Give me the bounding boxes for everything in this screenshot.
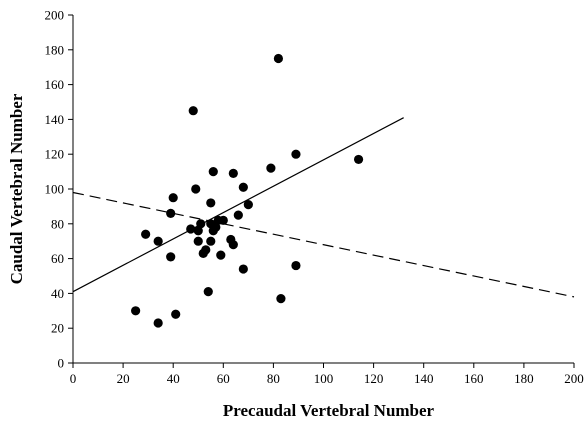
x-tick-label: 200 xyxy=(564,371,584,386)
data-point xyxy=(266,163,276,173)
x-tick-label: 80 xyxy=(267,371,280,386)
data-point xyxy=(276,294,286,304)
data-point xyxy=(228,168,238,178)
x-tick-label: 40 xyxy=(167,371,180,386)
data-point xyxy=(206,236,216,246)
y-tick-label: 120 xyxy=(45,147,65,162)
y-tick-label: 80 xyxy=(51,216,64,231)
x-tick-label: 120 xyxy=(364,371,384,386)
trend-lines xyxy=(72,117,575,298)
data-point xyxy=(273,53,284,64)
data-point xyxy=(218,215,228,225)
x-tick-label: 180 xyxy=(514,371,534,386)
data-point xyxy=(228,240,238,250)
data-point xyxy=(171,309,181,319)
x-axis-label: Precaudal Vertebral Number xyxy=(223,401,435,420)
data-point xyxy=(141,229,151,239)
data-point xyxy=(291,149,301,159)
y-axis-label: Caudal Vertebral Number xyxy=(7,93,26,284)
data-point xyxy=(153,318,163,328)
data-point xyxy=(203,287,213,297)
data-point xyxy=(208,167,218,177)
data-point xyxy=(211,222,221,232)
data-point xyxy=(201,245,211,255)
data-point xyxy=(153,236,163,246)
data-point xyxy=(216,250,226,260)
data-point xyxy=(243,200,253,210)
x-tick-label: 160 xyxy=(464,371,484,386)
y-tick-label: 100 xyxy=(45,182,65,197)
y-tick-label: 40 xyxy=(51,286,64,301)
data-point xyxy=(233,210,243,220)
y-tick-label: 20 xyxy=(51,321,64,336)
x-tick-label: 100 xyxy=(314,371,334,386)
y-tick-label: 200 xyxy=(45,8,65,23)
data-point xyxy=(166,208,176,218)
dashed-trend-line xyxy=(72,191,575,298)
x-tick-label: 0 xyxy=(70,371,77,386)
data-point xyxy=(238,264,248,274)
y-axis-ticks: 0 20 40 60 80 100 120 140 160 180 200 xyxy=(45,8,73,371)
data-point xyxy=(353,154,364,165)
data-point xyxy=(206,198,216,208)
x-tick-label: 60 xyxy=(217,371,230,386)
data-point xyxy=(193,226,203,236)
data-point xyxy=(193,236,203,246)
y-tick-label: 160 xyxy=(45,77,65,92)
x-tick-label: 140 xyxy=(414,371,434,386)
x-axis-ticks: 0 20 40 60 80 100 120 140 160 180 200 xyxy=(70,363,584,386)
data-point xyxy=(191,184,201,194)
data-point xyxy=(188,106,198,116)
y-tick-label: 180 xyxy=(45,42,65,57)
data-point xyxy=(131,306,141,316)
data-point xyxy=(166,252,176,262)
y-tick-label: 140 xyxy=(45,112,65,127)
y-tick-label: 0 xyxy=(58,356,65,371)
data-points xyxy=(131,53,364,328)
data-point xyxy=(291,260,301,271)
data-point xyxy=(168,193,178,203)
solid-trend-line xyxy=(72,117,404,293)
x-tick-label: 20 xyxy=(117,371,130,386)
y-tick-label: 60 xyxy=(51,251,64,266)
data-point xyxy=(238,182,248,192)
